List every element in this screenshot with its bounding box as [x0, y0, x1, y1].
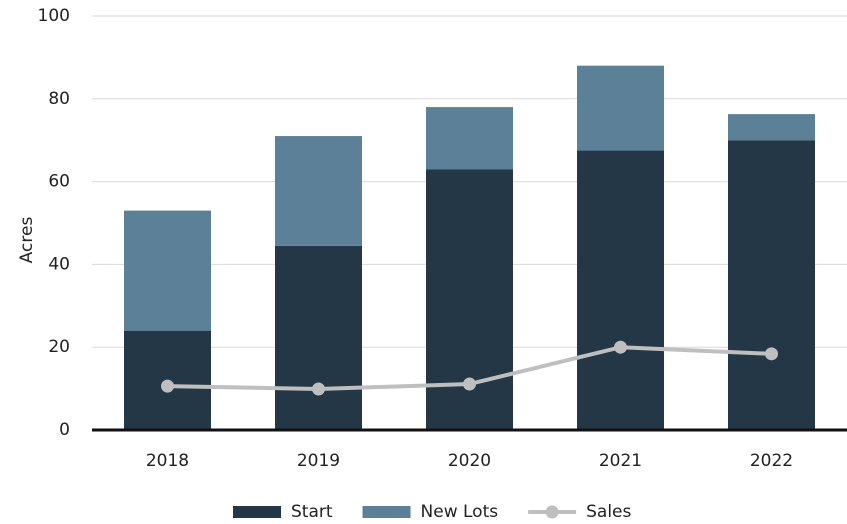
bar-segment: [275, 245, 362, 430]
bar-segment: [124, 210, 211, 331]
legend-label: New Lots: [421, 502, 499, 522]
x-tick-label: 2020: [448, 451, 491, 471]
line-marker: [312, 382, 325, 396]
bar-segment: [577, 150, 664, 431]
x-tick-label: 2022: [750, 451, 793, 471]
line-marker: [765, 347, 778, 361]
legend-swatch: [545, 505, 559, 519]
x-tick-label: 2019: [297, 451, 340, 471]
line-marker: [614, 340, 627, 354]
y-tick-label: 60: [48, 172, 70, 192]
bar-segment: [728, 140, 815, 430]
bar-segment: [275, 136, 362, 246]
legend-swatch: [233, 506, 281, 518]
legend-swatch: [362, 506, 411, 518]
legend-label: Start: [291, 502, 333, 522]
line-marker: [463, 377, 476, 391]
y-tick-label: 80: [48, 89, 70, 109]
x-tick-label: 2018: [146, 451, 189, 471]
legend-label: Sales: [586, 502, 631, 522]
bar-segment: [577, 65, 664, 151]
x-tick-label: 2021: [599, 451, 642, 471]
y-tick-label: 0: [59, 420, 70, 440]
y-tick-label: 40: [48, 254, 70, 274]
bar-segment: [426, 107, 513, 170]
bar-segment: [426, 169, 513, 430]
y-tick-label: 20: [48, 337, 70, 357]
bar-segment: [728, 114, 815, 141]
y-axis-label: Acres: [17, 217, 37, 264]
y-tick-label: 100: [38, 6, 70, 26]
line-marker: [161, 379, 174, 393]
